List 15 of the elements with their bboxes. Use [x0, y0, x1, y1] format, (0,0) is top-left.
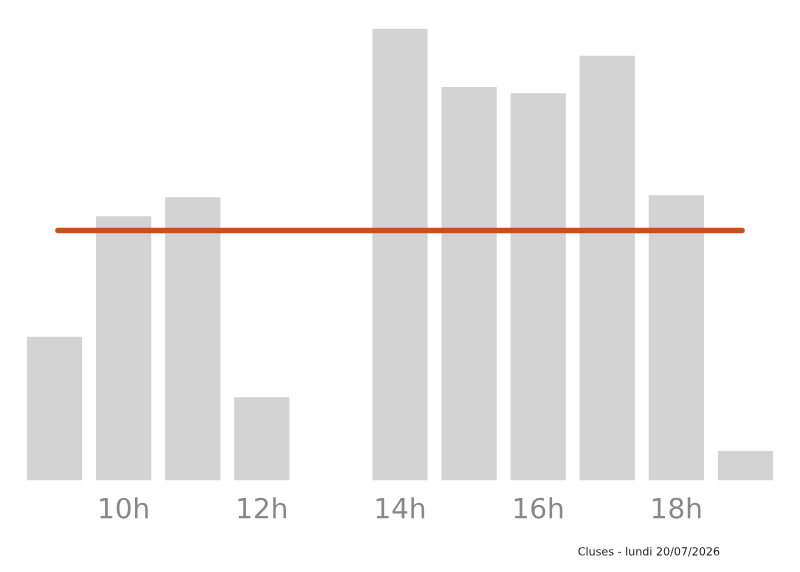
bar — [717, 451, 774, 481]
bar — [441, 86, 497, 481]
bar — [579, 55, 635, 481]
x-tick-label: 10h — [100, 497, 148, 519]
bar — [96, 216, 152, 481]
x-tick-label: 18h — [652, 497, 701, 519]
x-tick-label: 16h — [514, 497, 563, 519]
bar — [648, 195, 704, 481]
x-tick-label: 14h — [376, 497, 425, 519]
bar — [234, 397, 290, 481]
bar — [26, 336, 83, 481]
bar — [510, 93, 566, 481]
bar — [165, 197, 221, 481]
x-tick-label: 12h — [238, 497, 286, 519]
bar — [372, 28, 428, 481]
